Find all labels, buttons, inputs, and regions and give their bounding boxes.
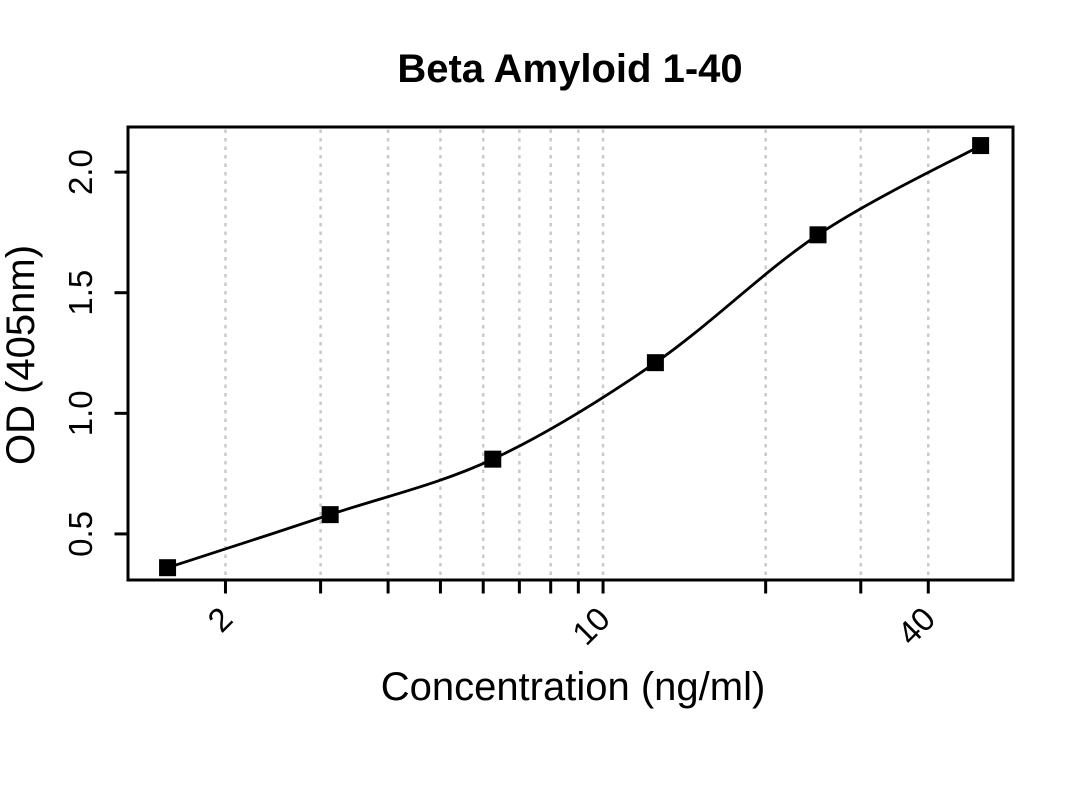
data-point-marker [321, 506, 339, 524]
y-tick-label: 1.0 [62, 390, 99, 436]
data-point-marker [159, 559, 177, 577]
data-point-marker [972, 137, 990, 155]
chart-title: Beta Amyloid 1-40 [397, 47, 742, 91]
x-tick-label: 40 [890, 600, 942, 652]
y-tick-label: 2.0 [62, 149, 99, 195]
x-tick-label: 10 [565, 600, 617, 652]
y-tick-label: 0.5 [62, 511, 99, 557]
x-tick-label: 2 [200, 600, 239, 639]
plot-area: 2 10 40 0.5 1.0 1.5 2.0 [62, 125, 1015, 652]
y-tick-label: 1.5 [62, 270, 99, 316]
data-point-marker [484, 450, 502, 468]
data-point-marker [809, 226, 827, 244]
y-axis-title: OD (405nm) [0, 245, 43, 465]
x-axis-title: Concentration (ng/ml) [381, 665, 766, 709]
plot-box [126, 125, 1015, 582]
fit-curve [167, 144, 982, 570]
data-point-marker [646, 354, 664, 372]
